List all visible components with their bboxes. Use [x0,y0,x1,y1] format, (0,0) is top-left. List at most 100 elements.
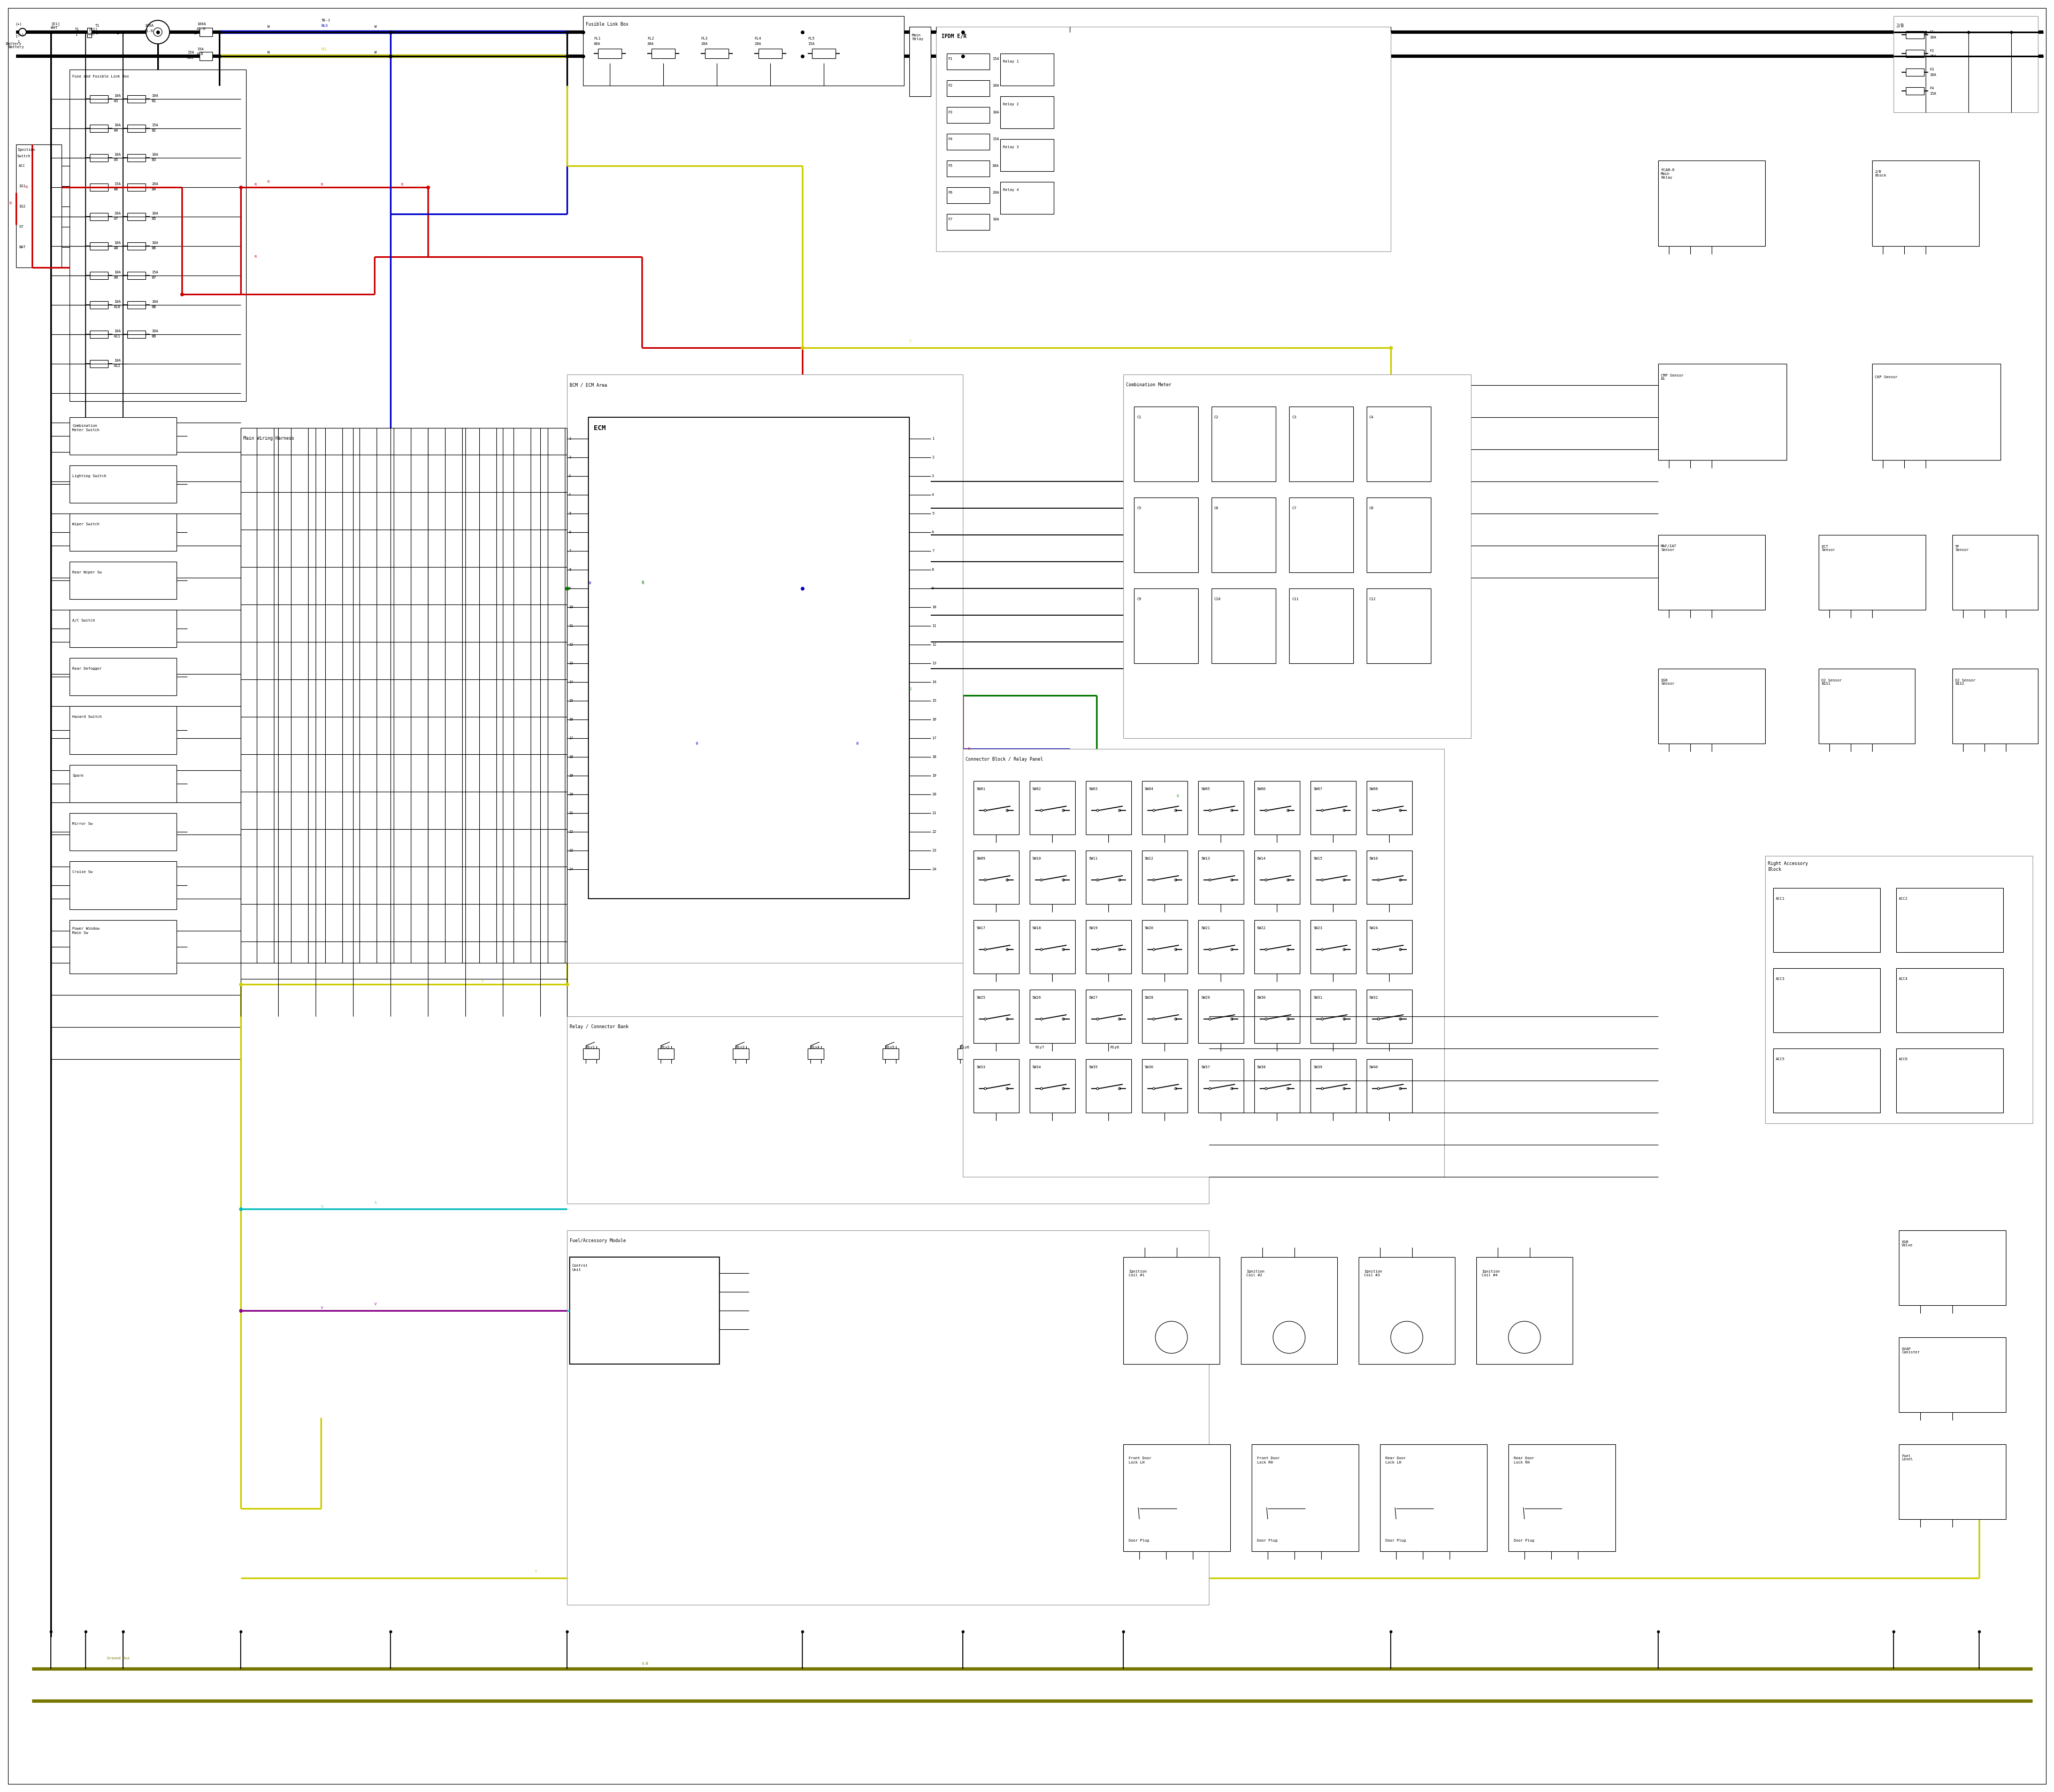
Bar [1000,97,1054,129]
Text: 22: 22 [569,830,573,833]
Text: ACC5: ACC5 [1777,1057,1785,1061]
Text: Rear Door
Lock LH: Rear Door Lock LH [1384,1457,1405,1464]
Text: 24: 24 [569,867,573,871]
Bar [569,1256,719,1364]
Text: A12: A12 [113,364,121,367]
Text: 10A: 10A [1929,36,1937,39]
Bar [1000,54,1054,86]
Bar [947,54,990,70]
Bar [758,48,783,59]
Text: Lighting Switch: Lighting Switch [72,475,107,478]
Text: SW33: SW33 [976,1066,986,1068]
Bar [90,183,109,192]
Bar [1029,1059,1074,1113]
Text: R: R [255,183,257,186]
Bar [1896,1048,2003,1113]
Text: 20A: 20A [754,43,762,45]
Bar [127,213,146,220]
Text: F3: F3 [1929,68,1935,72]
Bar [1255,919,1300,973]
Text: 15A: 15A [1929,91,1937,95]
Bar [90,301,109,308]
Bar [567,375,963,962]
Bar [240,428,567,962]
Bar [1898,1337,2007,1412]
Text: R: R [25,186,29,188]
Text: ACC6: ACC6 [1898,1057,1908,1061]
Bar [587,418,910,898]
Text: B7: B7 [152,276,156,280]
Bar [1290,407,1354,482]
Text: ECT
Sensor: ECT Sensor [1822,545,1834,552]
Text: 5: 5 [933,513,935,514]
Bar [947,213,990,229]
Bar [1124,1444,1230,1552]
Text: 15A: 15A [992,138,998,142]
Text: C9: C9 [1136,597,1142,600]
Text: 15A: 15A [113,183,121,186]
Text: 10A: 10A [113,330,121,333]
Bar [1197,919,1243,973]
Bar [1871,364,2001,461]
Bar [1773,968,1879,1032]
Text: 5: 5 [569,513,571,514]
Text: G: G [641,581,645,584]
Bar [1310,781,1356,835]
Text: Fuel
Level: Fuel Level [1902,1453,1912,1460]
Text: Relay 3: Relay 3 [1002,145,1019,149]
Bar [1029,851,1074,903]
Text: R: R [267,181,269,183]
Text: Door Plug: Door Plug [1514,1539,1534,1543]
Bar [1255,989,1300,1043]
Text: SW17: SW17 [976,926,986,930]
Bar [1358,1256,1454,1364]
Text: 10A: 10A [113,242,121,244]
Text: SW18: SW18 [1033,926,1041,930]
Bar [127,301,146,308]
Text: 6: 6 [933,530,935,534]
Bar [1366,498,1432,572]
Text: F1: F1 [947,57,953,61]
Bar [1241,1256,1337,1364]
Text: G: G [1177,794,1179,797]
Bar [974,1059,1019,1113]
Bar [947,108,990,124]
Bar [1508,1444,1614,1552]
Bar [1142,919,1187,973]
Text: B: B [857,742,859,745]
Bar [1366,919,1413,973]
Text: SW34: SW34 [1033,1066,1041,1068]
Text: F4: F4 [1929,86,1935,90]
Bar [567,1231,1210,1606]
Text: 30A: 30A [647,43,653,45]
Bar [1310,1059,1356,1113]
Text: Rly3: Rly3 [735,1047,744,1048]
Text: W: W [374,50,376,54]
Text: SW10: SW10 [1033,857,1041,860]
Text: 24: 24 [933,867,937,871]
Text: 21: 21 [569,812,573,815]
Text: C8: C8 [1370,507,1374,509]
Bar [1142,989,1187,1043]
Text: Switch: Switch [16,154,31,158]
Text: SW09: SW09 [976,857,986,860]
Text: 10A: 10A [113,271,121,274]
Text: 1: 1 [74,34,78,36]
Bar [70,70,246,401]
Text: FL4: FL4 [754,38,762,39]
Text: Rly7: Rly7 [1035,1047,1043,1048]
Text: SW27: SW27 [1089,996,1097,1000]
Text: 20A: 20A [700,43,707,45]
Bar [70,418,177,455]
Bar [1366,781,1413,835]
Bar [90,154,109,161]
Bar [1087,851,1132,903]
Text: 10A: 10A [113,152,121,156]
Text: 15A: 15A [152,124,158,127]
Text: BLU: BLU [320,23,329,27]
Bar [1087,1059,1132,1113]
Text: SW04: SW04 [1144,787,1154,790]
Bar [947,186,990,202]
Circle shape [1391,1321,1423,1353]
Text: 20: 20 [933,792,937,796]
